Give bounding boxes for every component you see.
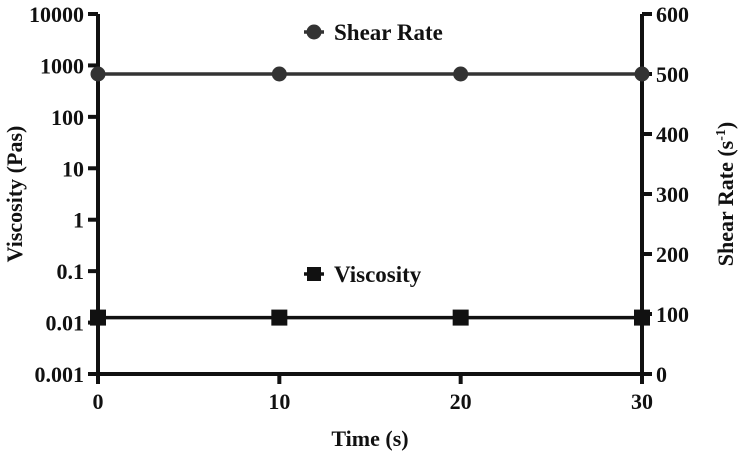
legend-group: Shear Rate Viscosity bbox=[304, 20, 443, 287]
right-y-axis-title-superscript: -1 bbox=[714, 129, 729, 141]
right-y-tick-label: 500 bbox=[656, 62, 689, 87]
left-y-tick-label: 10000 bbox=[29, 2, 84, 27]
x-axis-title: Time (s) bbox=[331, 426, 408, 451]
left-y-tick-label: 0.1 bbox=[57, 259, 85, 284]
right-y-tick-label: 0 bbox=[656, 362, 667, 387]
legend-marker bbox=[306, 24, 322, 40]
data-point bbox=[452, 309, 469, 326]
legend-label: Viscosity bbox=[334, 262, 422, 287]
left-y-tick-label: 0.01 bbox=[46, 311, 85, 336]
x-tick-label: 20 bbox=[450, 389, 472, 414]
data-point bbox=[271, 309, 288, 326]
right-y-tick-label: 600 bbox=[656, 2, 689, 27]
legend-label: Shear Rate bbox=[334, 20, 443, 45]
x-tick-label: 0 bbox=[93, 389, 104, 414]
data-point bbox=[634, 309, 650, 326]
data-point bbox=[90, 309, 106, 326]
right-y-axis-title-close: ) bbox=[713, 122, 738, 129]
left-y-tick-label: 100 bbox=[51, 105, 84, 130]
series-group bbox=[90, 66, 650, 326]
right-y-axis-title-main: Shear Rate (s bbox=[713, 140, 738, 266]
left-y-axis-title: Viscosity (Pas) bbox=[2, 126, 27, 263]
x-tick-label: 10 bbox=[268, 389, 290, 414]
data-point bbox=[90, 66, 106, 82]
left-y-tick-label: 10 bbox=[62, 156, 84, 181]
left-y-tick-label: 0.001 bbox=[35, 362, 85, 387]
data-point bbox=[453, 66, 469, 82]
x-tick-label: 30 bbox=[631, 389, 653, 414]
data-point bbox=[634, 66, 650, 82]
right-y-tick-label: 200 bbox=[656, 242, 689, 267]
right-y-tick-label: 300 bbox=[656, 182, 689, 207]
right-y-axis-title: Shear Rate (s-1) bbox=[713, 122, 738, 266]
left-y-tick-label: 1 bbox=[73, 208, 84, 233]
right-y-tick-label: 400 bbox=[656, 122, 689, 147]
right-y-tick-label: 100 bbox=[656, 302, 689, 327]
left-y-tick-label: 1000 bbox=[40, 53, 84, 78]
axes-group: 0.0010.010.11101001000100000100200300400… bbox=[29, 2, 689, 414]
legend-marker bbox=[307, 267, 321, 281]
data-point bbox=[271, 66, 287, 82]
